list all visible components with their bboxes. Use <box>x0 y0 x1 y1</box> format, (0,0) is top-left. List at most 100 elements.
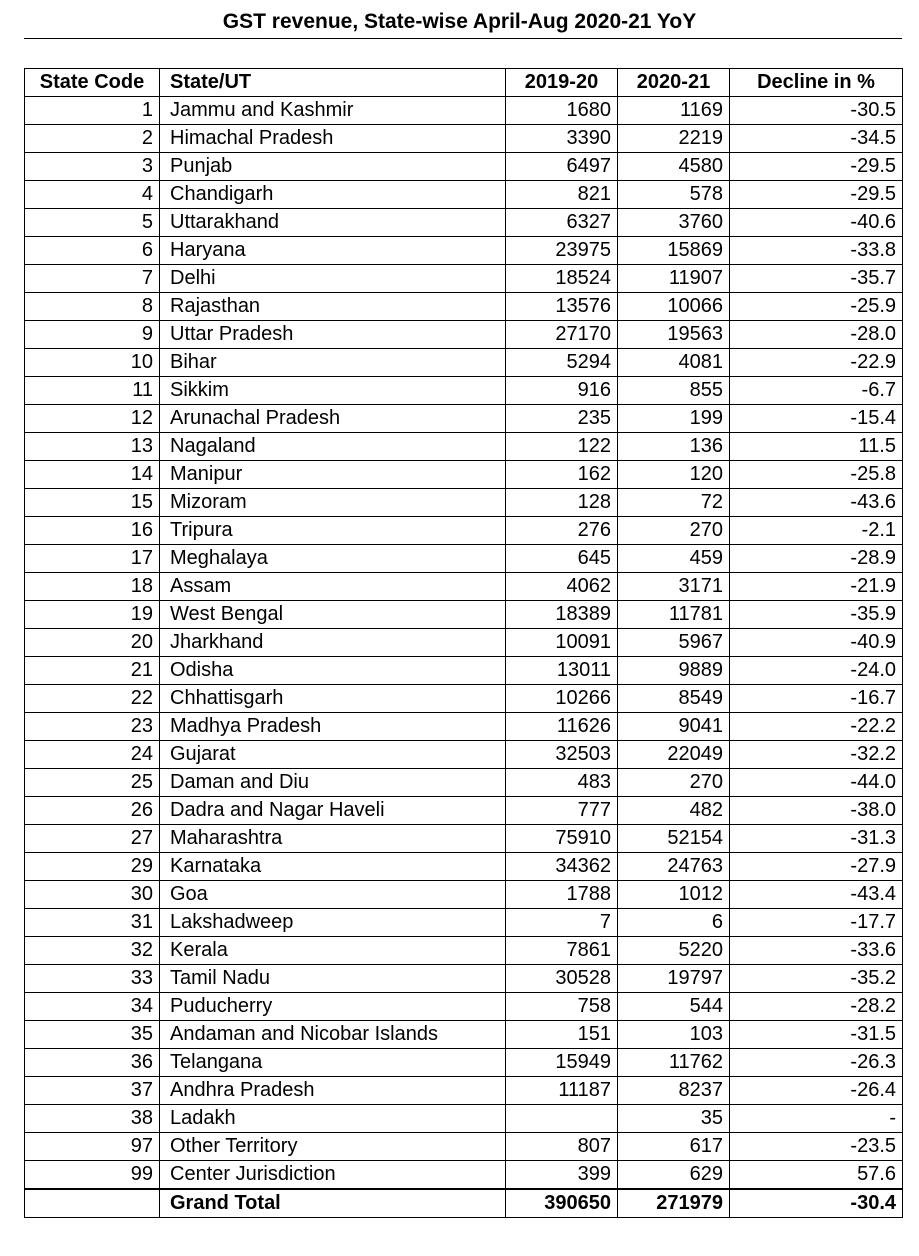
decline-percent-cell: -28.0 <box>729 320 903 349</box>
decline-percent-cell: -30.5 <box>729 96 903 125</box>
table-row: 21 Odisha 13011 9889 -24.0 <box>24 656 903 685</box>
state-code-cell: 20 <box>24 628 160 657</box>
table-row: 31 Lakshadweep 7 6 -17.7 <box>24 908 903 937</box>
table-row: 26 Dadra and Nagar Haveli 777 482 -38.0 <box>24 796 903 825</box>
revenue-2019-20-cell: 10091 <box>505 628 618 657</box>
table-row: 1 Jammu and Kashmir 1680 1169 -30.5 <box>24 96 903 125</box>
state-name-cell: Jharkhand <box>159 628 506 657</box>
table-row: 32 Kerala 7861 5220 -33.6 <box>24 936 903 965</box>
table-row: 33 Tamil Nadu 30528 19797 -35.2 <box>24 964 903 993</box>
state-code-cell: 5 <box>24 208 160 237</box>
state-name-cell: Tripura <box>159 516 506 545</box>
decline-percent-cell: -40.6 <box>729 208 903 237</box>
state-name-cell: Bihar <box>159 348 506 377</box>
table-row: 35 Andaman and Nicobar Islands 151 103 -31.5 <box>24 1020 903 1049</box>
state-code-cell: 14 <box>24 460 160 489</box>
state-name-cell: Himachal Pradesh <box>159 124 506 153</box>
state-code-cell: 4 <box>24 180 160 209</box>
decline-percent-cell: -17.7 <box>729 908 903 937</box>
decline-percent-cell: -27.9 <box>729 852 903 881</box>
revenue-2019-20-cell: 821 <box>505 180 618 209</box>
state-name-cell: Center Jurisdiction <box>159 1160 506 1190</box>
table-row: 7 Delhi 18524 11907 -35.7 <box>24 264 903 293</box>
revenue-2019-20-cell: 75910 <box>505 824 618 853</box>
decline-percent-cell: -16.7 <box>729 684 903 713</box>
state-name-cell: Assam <box>159 572 506 601</box>
table-row: 11 Sikkim 916 855 -6.7 <box>24 376 903 405</box>
state-code-cell: 1 <box>24 96 160 125</box>
table-row: 14 Manipur 162 120 -25.8 <box>24 460 903 489</box>
revenue-2019-20-cell: 34362 <box>505 852 618 881</box>
revenue-2019-20-cell: 23975 <box>505 236 618 265</box>
state-code-cell: 36 <box>24 1048 160 1077</box>
decline-percent-cell: -26.4 <box>729 1076 903 1105</box>
revenue-2019-20-cell: 1788 <box>505 880 618 909</box>
table-row: 24 Gujarat 32503 22049 -32.2 <box>24 740 903 769</box>
decline-percent-cell: -28.2 <box>729 992 903 1021</box>
decline-percent-cell: -35.2 <box>729 964 903 993</box>
state-code-cell: 8 <box>24 292 160 321</box>
state-name-cell: Chandigarh <box>159 180 506 209</box>
table-row: 3 Punjab 6497 4580 -29.5 <box>24 152 903 181</box>
revenue-2020-21-cell: 120 <box>617 460 730 489</box>
state-name-cell: Chhattisgarh <box>159 684 506 713</box>
revenue-2020-21-cell: 10066 <box>617 292 730 321</box>
revenue-2019-20-cell: 276 <box>505 516 618 545</box>
revenue-2019-20-cell: 4062 <box>505 572 618 601</box>
decline-percent-cell: -33.6 <box>729 936 903 965</box>
revenue-2020-21-cell: 11907 <box>617 264 730 293</box>
state-code-cell: 30 <box>24 880 160 909</box>
revenue-2020-21-cell: 103 <box>617 1020 730 1049</box>
state-code-cell: 29 <box>24 852 160 881</box>
total-decline: -30.4 <box>729 1188 903 1218</box>
state-code-cell: 22 <box>24 684 160 713</box>
revenue-2019-20-cell: 399 <box>505 1160 618 1190</box>
decline-percent-cell: -33.8 <box>729 236 903 265</box>
revenue-2019-20-cell: 777 <box>505 796 618 825</box>
revenue-2020-21-cell: 4081 <box>617 348 730 377</box>
revenue-2020-21-cell: 5220 <box>617 936 730 965</box>
decline-percent-cell: -24.0 <box>729 656 903 685</box>
revenue-2019-20-cell: 645 <box>505 544 618 573</box>
state-code-cell: 24 <box>24 740 160 769</box>
state-name-cell: Lakshadweep <box>159 908 506 937</box>
state-code-cell: 99 <box>24 1160 160 1190</box>
state-name-cell: Andaman and Nicobar Islands <box>159 1020 506 1049</box>
state-code-cell: 21 <box>24 656 160 685</box>
state-code-cell: 10 <box>24 348 160 377</box>
revenue-2019-20-cell: 6497 <box>505 152 618 181</box>
grand-total-row: Grand Total 390650 271979 -30.4 <box>24 1188 903 1218</box>
state-name-cell: Jammu and Kashmir <box>159 96 506 125</box>
revenue-2019-20-cell: 11626 <box>505 712 618 741</box>
table-row: 23 Madhya Pradesh 11626 9041 -22.2 <box>24 712 903 741</box>
state-code-cell: 16 <box>24 516 160 545</box>
revenue-2020-21-cell: 6 <box>617 908 730 937</box>
state-name-cell: Rajasthan <box>159 292 506 321</box>
revenue-2019-20-cell: 10266 <box>505 684 618 713</box>
table-row: 10 Bihar 5294 4081 -22.9 <box>24 348 903 377</box>
total-code-cell <box>24 1188 160 1218</box>
revenue-2020-21-cell: 855 <box>617 376 730 405</box>
header-2020-21: 2020-21 <box>617 68 730 97</box>
table-row: 29 Karnataka 34362 24763 -27.9 <box>24 852 903 881</box>
revenue-2020-21-cell: 22049 <box>617 740 730 769</box>
revenue-2019-20-cell: 5294 <box>505 348 618 377</box>
revenue-2020-21-cell: 19797 <box>617 964 730 993</box>
state-name-cell: Maharashtra <box>159 824 506 853</box>
table-row: 13 Nagaland 122 136 11.5 <box>24 432 903 461</box>
table-row: 8 Rajasthan 13576 10066 -25.9 <box>24 292 903 321</box>
revenue-2019-20-cell: 15949 <box>505 1048 618 1077</box>
state-code-cell: 27 <box>24 824 160 853</box>
revenue-2019-20-cell: 807 <box>505 1132 618 1161</box>
state-name-cell: Other Territory <box>159 1132 506 1161</box>
state-code-cell: 3 <box>24 152 160 181</box>
table-row: 97 Other Territory 807 617 -23.5 <box>24 1132 903 1161</box>
revenue-2019-20-cell: 1680 <box>505 96 618 125</box>
table-row: 6 Haryana 23975 15869 -33.8 <box>24 236 903 265</box>
decline-percent-cell: -25.9 <box>729 292 903 321</box>
decline-percent-cell: 11.5 <box>729 432 903 461</box>
state-code-cell: 6 <box>24 236 160 265</box>
total-label: Grand Total <box>159 1188 506 1218</box>
revenue-2020-21-cell: 459 <box>617 544 730 573</box>
revenue-2019-20-cell: 916 <box>505 376 618 405</box>
